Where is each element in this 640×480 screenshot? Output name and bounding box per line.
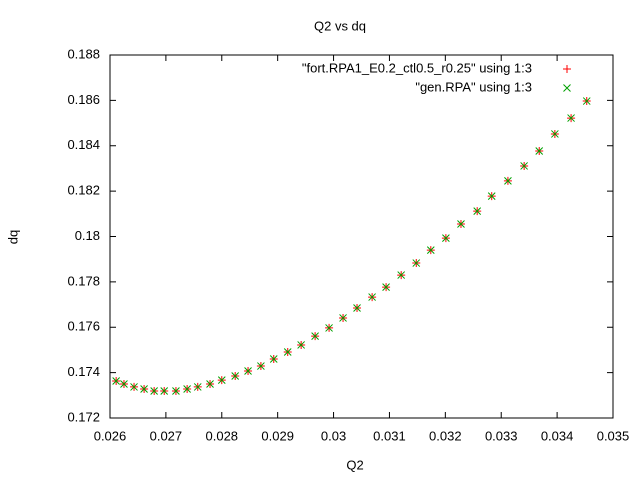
legend-label: "fort.RPA1_E0.2_ctl0.5_r0.25" using 1:3 [302, 60, 532, 75]
point [311, 332, 319, 340]
x-tick-label: 0.034 [541, 428, 574, 443]
point [551, 130, 559, 138]
point [339, 314, 347, 322]
y-tick-label: 0.18 [75, 228, 100, 243]
x-tick-label: 0.032 [429, 428, 462, 443]
y-tick-label: 0.172 [67, 409, 100, 424]
x-tick-label: 0.029 [261, 428, 294, 443]
point [172, 387, 180, 395]
point [257, 362, 265, 370]
point [382, 283, 390, 291]
x-tick-label: 0.035 [597, 428, 630, 443]
point [244, 367, 252, 375]
point [160, 387, 169, 395]
y-axis-label: dq [5, 230, 20, 244]
point [582, 97, 591, 105]
x-axis-label: Q2 [346, 457, 363, 472]
legend-label: "gen.RPA" using 1:3 [415, 79, 532, 94]
x-tick-label: 0.027 [150, 428, 183, 443]
point [193, 383, 202, 391]
y-tick-label: 0.188 [67, 46, 100, 61]
legend-marker [563, 65, 571, 73]
point [520, 162, 528, 170]
x-tick-label: 0.028 [206, 428, 239, 443]
point [535, 147, 544, 155]
point [567, 114, 575, 122]
y-tick-label: 0.174 [67, 364, 100, 379]
point [150, 387, 159, 395]
point [487, 192, 496, 200]
chart-title: Q2 vs dq [314, 18, 366, 33]
point [183, 385, 191, 393]
point [130, 383, 138, 391]
point [283, 348, 292, 356]
point [473, 207, 482, 215]
legend-marker [563, 84, 571, 92]
y-tick-label: 0.184 [67, 137, 100, 152]
point [231, 372, 240, 380]
point [269, 355, 278, 363]
y-tick-label: 0.186 [67, 92, 100, 107]
plot-frame [109, 54, 614, 419]
point [353, 304, 361, 312]
x-tick-label: 0.031 [373, 428, 406, 443]
y-tick-label: 0.182 [67, 183, 100, 198]
x-tick-label: 0.026 [94, 428, 127, 443]
point [325, 324, 333, 332]
point [140, 385, 148, 393]
point [442, 234, 450, 242]
point [412, 259, 421, 267]
y-tick-label: 0.176 [67, 319, 100, 334]
point [120, 380, 128, 388]
point [397, 271, 406, 279]
point [368, 293, 376, 301]
point [457, 220, 465, 228]
point [426, 246, 435, 254]
point [504, 177, 512, 185]
point [112, 377, 121, 385]
point [297, 341, 305, 349]
x-tick-label: 0.033 [485, 428, 518, 443]
x-tick-label: 0.03 [321, 428, 346, 443]
point [217, 376, 226, 384]
point [206, 380, 214, 388]
y-tick-label: 0.178 [67, 273, 100, 288]
